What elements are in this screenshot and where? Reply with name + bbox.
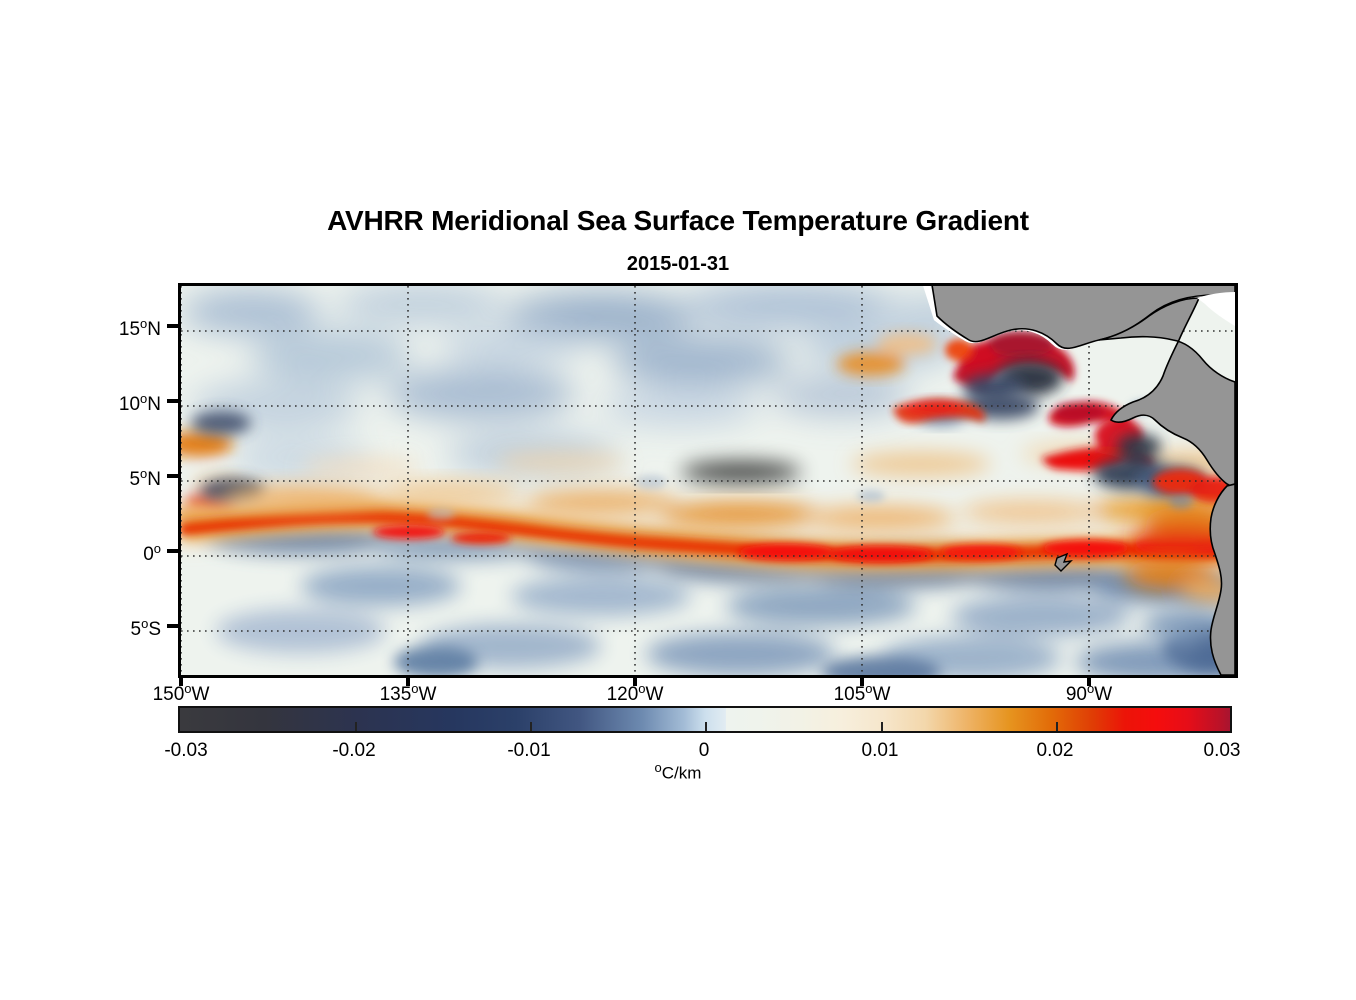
xtick-label-90w: 90oW — [1065, 681, 1113, 705]
colorbar-label-minus002: -0.02 — [332, 740, 376, 761]
xtick-mark-90w — [1087, 675, 1091, 686]
xtick-label-105w: 105oW — [833, 681, 891, 705]
ytick-label-5s: 5oS — [130, 616, 162, 640]
map-field-raster — [181, 286, 1235, 675]
colorbar-tick-plus002 — [1056, 722, 1058, 731]
ocean-gap-caribbean — [1197, 292, 1235, 326]
ytick-mark-5s — [167, 624, 178, 628]
colorbar-label-plus002: 0.02 — [1036, 740, 1074, 761]
colorbar-label-zero: 0 — [698, 740, 710, 761]
colorbar-label-plus001: 0.01 — [861, 740, 899, 761]
ytick-label-0: 0o — [143, 541, 161, 565]
colorbar-label-minus001: -0.01 — [507, 740, 551, 761]
xtick-mark-120w — [633, 675, 637, 686]
ytick-label-10n: 10oN — [118, 391, 161, 415]
xtick-label-135w: 135oW — [379, 681, 437, 705]
ytick-label-5n: 5oN — [129, 466, 161, 490]
xtick-label-120w: 120oW — [606, 681, 664, 705]
map-axes[interactable] — [178, 283, 1238, 678]
figure-subtitle-date: 2015-01-31 — [626, 253, 730, 275]
colorbar-unit-label: o°C/kmC/km — [654, 760, 702, 783]
colorbar-tick-minus001 — [530, 722, 532, 731]
ytick-mark-0 — [167, 549, 178, 553]
page-title: AVHRR Meridional Sea Surface Temperature… — [327, 205, 1029, 236]
landmass-galapagos — [1054, 552, 1073, 572]
colorbar-tick-minus002 — [355, 722, 357, 731]
colorbar-gradient — [180, 708, 1230, 731]
landmass-south-america — [1209, 483, 1235, 675]
ytick-mark-10n — [167, 399, 178, 403]
ytick-label-15n: 15oN — [118, 316, 161, 340]
ytick-mark-15n — [167, 324, 178, 328]
xtick-mark-150w — [179, 675, 183, 686]
landmass-mexico — [931, 286, 1235, 349]
colorbar[interactable] — [178, 706, 1232, 733]
xtick-mark-105w — [860, 675, 864, 686]
xtick-mark-135w — [406, 675, 410, 686]
colorbar-label-minus003: -0.03 — [164, 740, 208, 761]
landmass-central-america — [1098, 297, 1235, 489]
ytick-mark-5n — [167, 474, 178, 478]
xtick-label-150w: 150oW — [152, 681, 210, 705]
colorbar-tick-zero — [705, 722, 707, 731]
colorbar-label-plus003: 0.03 — [1203, 740, 1241, 761]
colorbar-tick-plus001 — [881, 722, 883, 731]
